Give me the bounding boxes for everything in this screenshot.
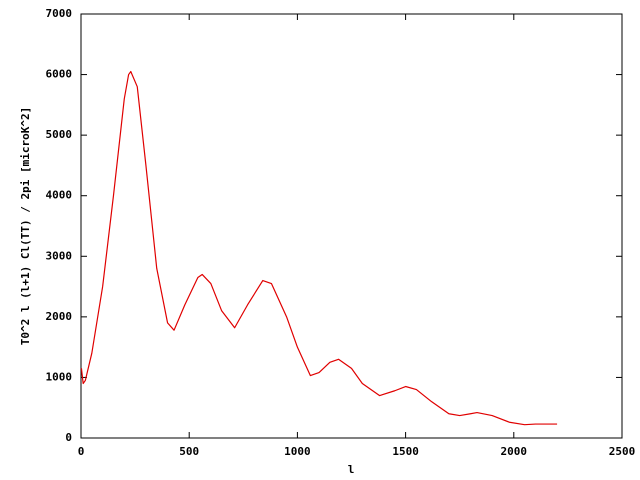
y-tick-label: 0	[65, 431, 72, 444]
y-axis-label: T0^2 l (l+1) Cl(TT) / 2pi [microK^2]	[19, 107, 32, 345]
y-tick-label: 2000	[46, 310, 73, 323]
x-tick-label: 2000	[501, 445, 528, 458]
x-tick-label: 2500	[609, 445, 636, 458]
x-axis-label: l	[348, 463, 355, 476]
x-tick-label: 1500	[392, 445, 419, 458]
x-tick-label: 1000	[284, 445, 311, 458]
data-line	[80, 70, 558, 426]
y-tick-label: 1000	[46, 370, 73, 383]
y-tick-label: 5000	[46, 128, 73, 141]
plot-border	[80, 13, 623, 439]
y-tick-label: 4000	[46, 189, 73, 202]
x-tick-label: 0	[78, 445, 85, 458]
x-tick-label: 500	[179, 445, 199, 458]
y-tick-label: 7000	[46, 7, 73, 20]
y-tick-label: 3000	[46, 249, 73, 262]
y-tick-label: 6000	[46, 68, 73, 81]
